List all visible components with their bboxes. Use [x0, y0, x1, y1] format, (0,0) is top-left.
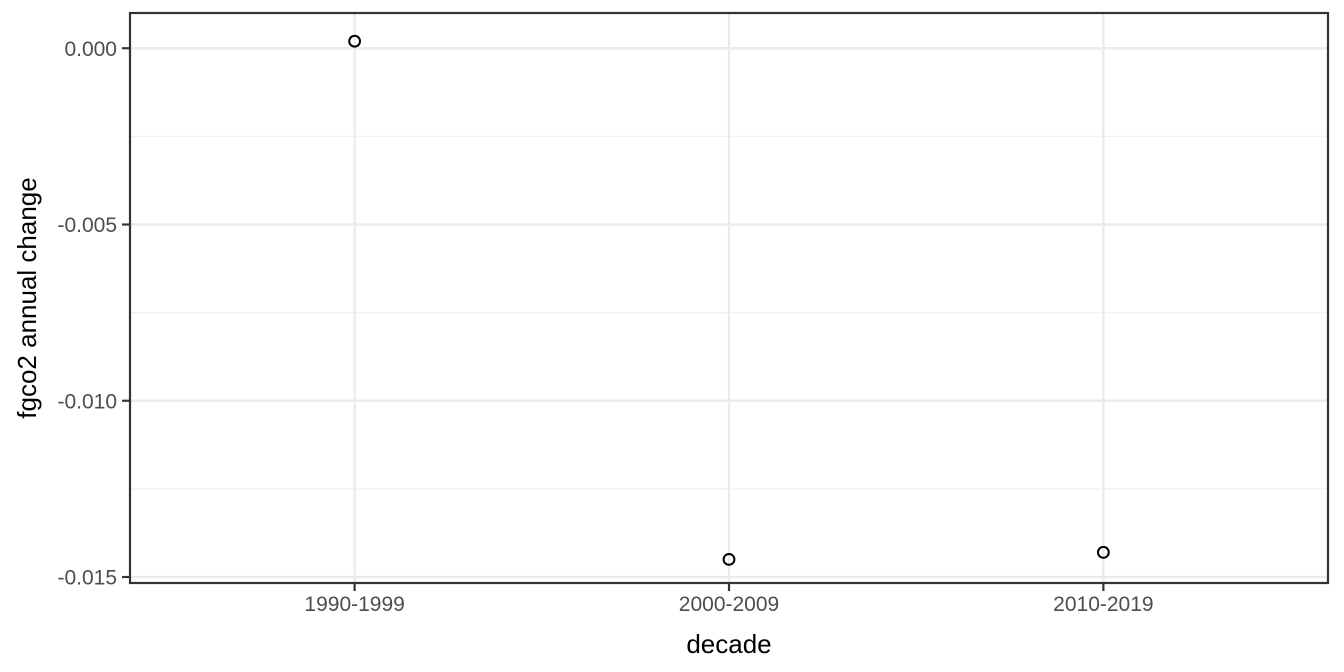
- y-axis-title: fgco2 annual change: [12, 177, 42, 418]
- y-tick-label: -0.005: [57, 214, 117, 237]
- x-tick-label: 2010-2019: [1053, 593, 1153, 616]
- y-tick-label: -0.015: [57, 567, 117, 590]
- y-tick-label: -0.010: [57, 390, 117, 413]
- panel-layer: 0.000 -0.005 -0.010 -0.015 1990-1999 2000-200…: [57, 11, 1330, 616]
- y-tick-label: 0.000: [64, 38, 117, 61]
- data-point: [1096, 545, 1110, 559]
- data-point: [722, 552, 736, 566]
- x-axis-title: decade: [686, 629, 771, 659]
- data-point: [348, 34, 362, 48]
- x-tick-label: 1990-1999: [304, 593, 404, 616]
- x-tick-label: 2000-2009: [679, 593, 779, 616]
